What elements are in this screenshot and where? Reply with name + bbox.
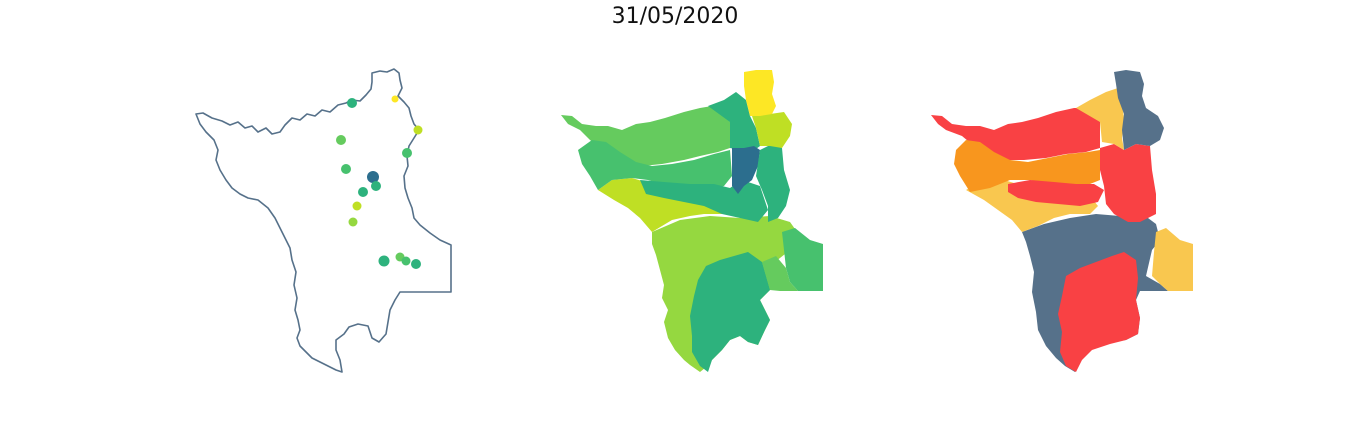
station-point (413, 125, 423, 135)
basin-region (690, 252, 770, 372)
basin-region (752, 112, 792, 148)
basin-region (708, 92, 760, 152)
station-point (402, 148, 412, 158)
basin-region (762, 256, 798, 291)
station-point (411, 259, 421, 269)
basin-region (1114, 70, 1164, 150)
basin-region (966, 180, 1098, 232)
station-point (336, 135, 346, 145)
basin-region (561, 106, 730, 166)
basin-region (756, 144, 790, 222)
station-point (358, 187, 368, 197)
station-point (347, 98, 357, 108)
basin-region (732, 146, 760, 194)
state-outline (195, 68, 452, 373)
figure-title: 31/05/2020 (611, 4, 739, 29)
basin-region (744, 70, 776, 116)
basin-region (598, 178, 730, 232)
station-point (401, 256, 411, 266)
basin-region (1008, 180, 1104, 206)
station-point (352, 201, 362, 211)
basin-region (1152, 228, 1193, 291)
station-point (367, 171, 379, 183)
basin-region (1076, 88, 1124, 150)
station-point (378, 255, 390, 267)
station-point (391, 95, 399, 103)
basin-region (931, 108, 1100, 160)
basin-region (954, 140, 1100, 192)
station-point (341, 164, 351, 174)
basin-region (1058, 252, 1140, 372)
station-point (371, 181, 381, 191)
basin-region (782, 228, 823, 291)
basin-region (1100, 144, 1156, 222)
station-point (348, 217, 358, 227)
basin-region (578, 140, 732, 190)
